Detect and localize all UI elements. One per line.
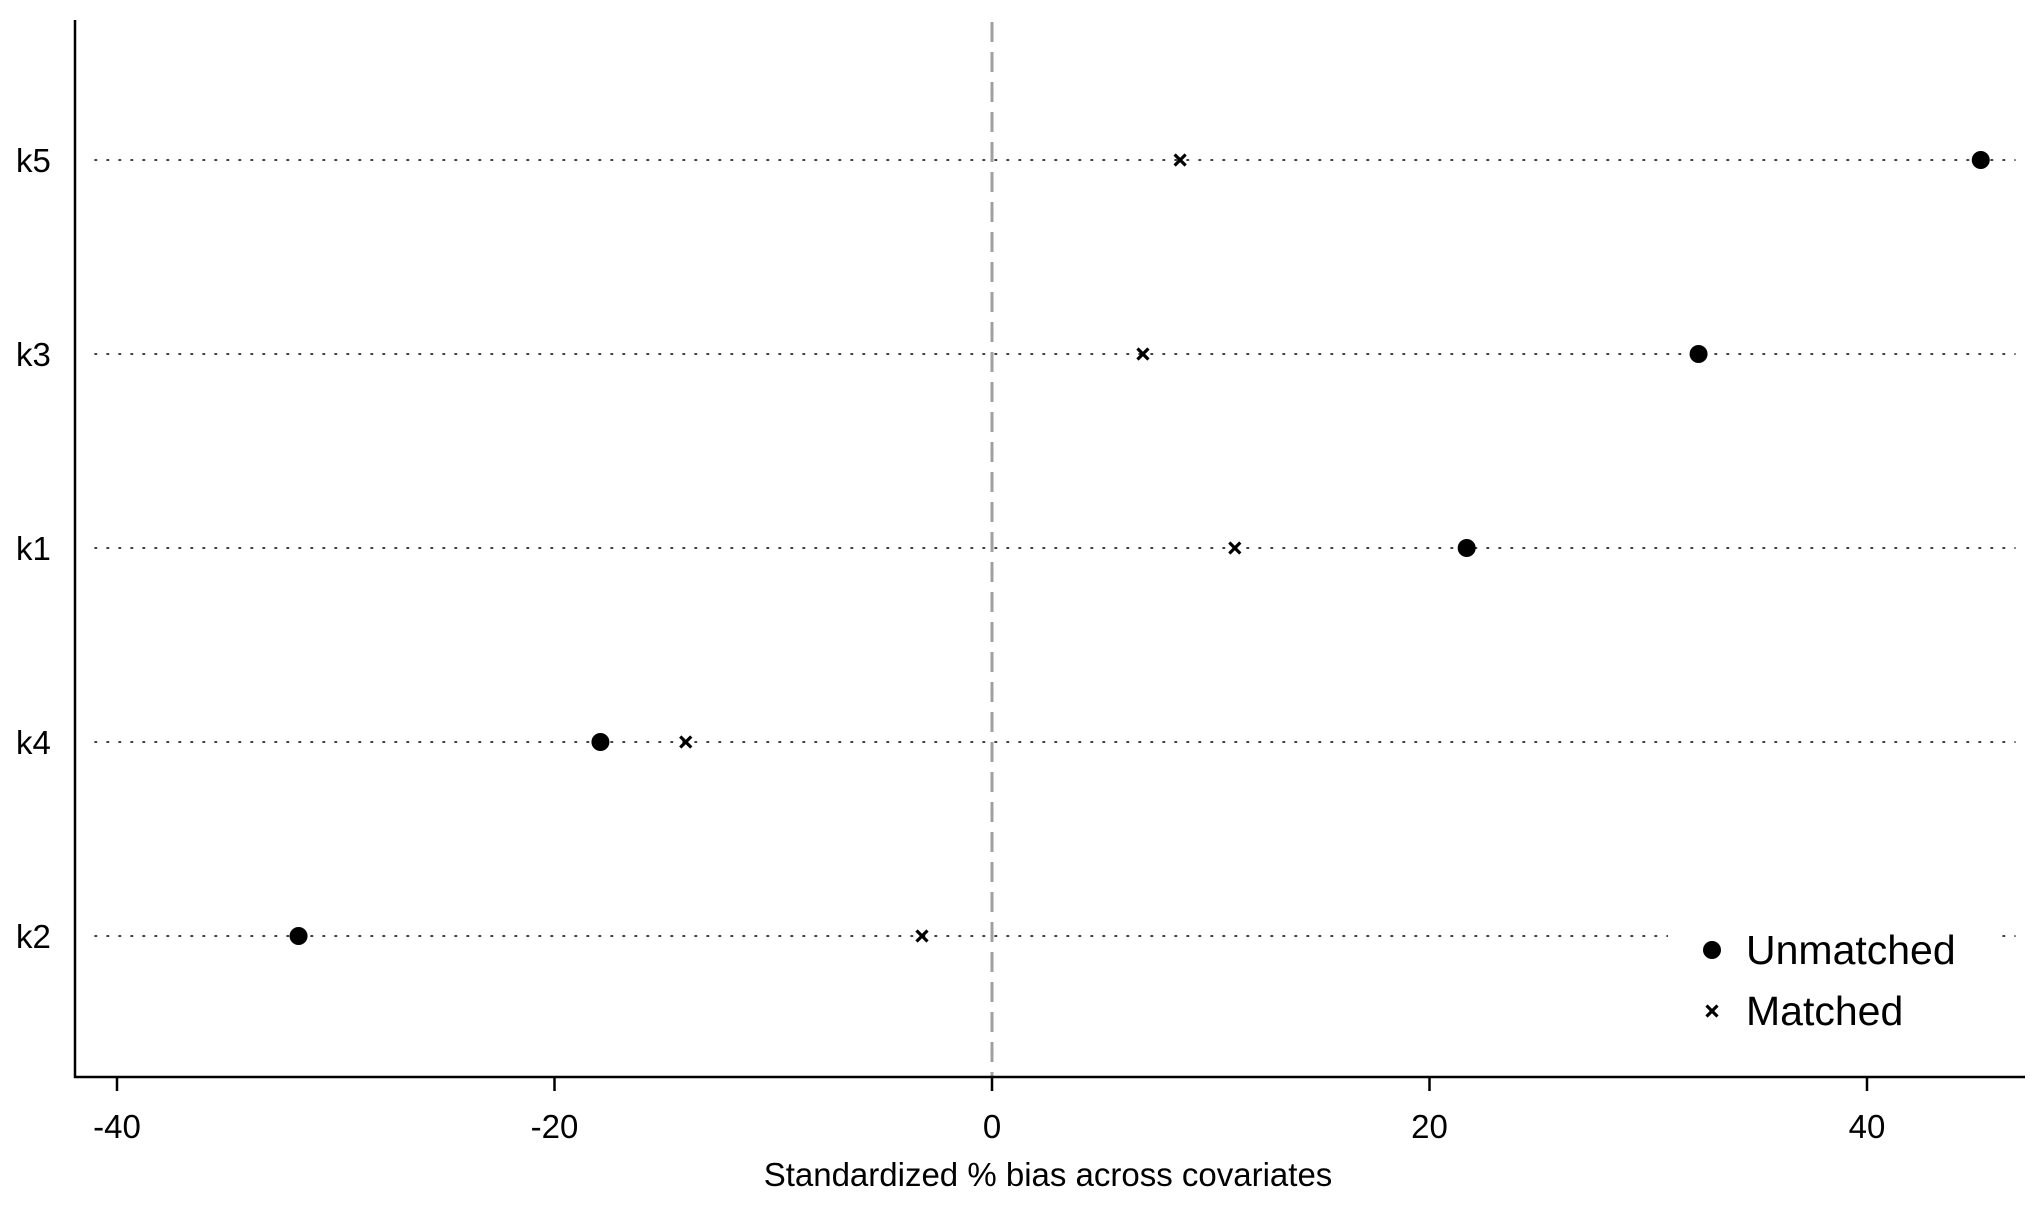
unmatched-point-k5 bbox=[1971, 151, 1990, 169]
x-tick-label: -20 bbox=[531, 1108, 579, 1145]
x-tick-label: 40 bbox=[1849, 1108, 1886, 1145]
unmatched-point-k2 bbox=[289, 927, 308, 945]
matched-point-k1 bbox=[1228, 541, 1242, 555]
matched-point-k5 bbox=[1173, 153, 1187, 167]
matched-point-k2 bbox=[915, 929, 929, 943]
x-tick-label: 0 bbox=[983, 1108, 1001, 1145]
data-marks bbox=[289, 151, 1990, 945]
legend-marker-unmatched bbox=[1703, 941, 1721, 959]
cross-stroke bbox=[1705, 1004, 1719, 1018]
legend-label: Matched bbox=[1746, 988, 1903, 1034]
y-category-label: k4 bbox=[16, 724, 51, 761]
y-category-label: k2 bbox=[16, 918, 51, 955]
cross-stroke bbox=[915, 929, 929, 943]
axes: -40 -20 0 20 40 k5 k3 k1 k4 k2 Standardized % bias… bbox=[16, 20, 2025, 1193]
y-category-label: k3 bbox=[16, 336, 51, 373]
x-tick-label: -40 bbox=[93, 1108, 141, 1145]
y-category-label: k5 bbox=[16, 142, 51, 179]
matched-point-k3 bbox=[1136, 347, 1150, 361]
grid-lines bbox=[94, 159, 2016, 937]
cross-stroke bbox=[1136, 347, 1150, 361]
unmatched-point-k1 bbox=[1457, 539, 1476, 557]
legend-marker-matched bbox=[1705, 1004, 1719, 1018]
unmatched-point-k4 bbox=[591, 733, 610, 751]
legend-label: Unmatched bbox=[1746, 927, 1956, 973]
x-tick-label: 20 bbox=[1411, 1108, 1448, 1145]
legend: Unmatched Matched bbox=[1668, 912, 1998, 1044]
cross-stroke bbox=[679, 735, 693, 749]
unmatched-point-k3 bbox=[1689, 345, 1708, 363]
cross-stroke bbox=[1228, 541, 1242, 555]
cross-stroke bbox=[1173, 153, 1187, 167]
x-axis-title: Standardized % bias across covariates bbox=[764, 1156, 1333, 1193]
legend-box bbox=[1668, 912, 1998, 1044]
y-category-label: k1 bbox=[16, 530, 51, 567]
matched-point-k4 bbox=[679, 735, 693, 749]
